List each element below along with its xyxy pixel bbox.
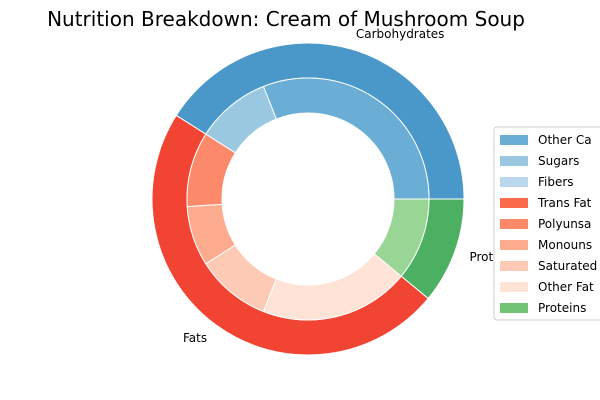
outer-label-carbohydrates: Carbohydrates (356, 27, 445, 41)
legend-label-monouns: Monouns (538, 238, 592, 252)
outer-label-fats: Fats (183, 331, 207, 345)
legend-label-other-ca: Other Ca (538, 133, 592, 147)
legend-swatch-other-ca (500, 135, 528, 145)
legend-label-other-fat: Other Fat (538, 280, 594, 294)
legend-label-polyunsa: Polyunsa (538, 217, 591, 231)
legend-swatch-sugars (500, 156, 528, 166)
inner-ring (186, 77, 430, 321)
inner-slice-proteins (373, 198, 430, 277)
legend-swatch-trans-fat (500, 198, 528, 208)
legend-label-saturated: Saturated (538, 259, 597, 273)
legend-swatch-polyunsa (500, 219, 528, 229)
outer-ring (151, 42, 465, 356)
chart-title: Nutrition Breakdown: Cream of Mushroom S… (47, 7, 525, 31)
legend-label-fibers: Fibers (538, 175, 574, 189)
legend-label-proteins: Proteins (538, 301, 586, 315)
legend: Other Ca Sugars Fibers Trans Fat Polyunsa Mon… (493, 126, 600, 321)
legend-label-trans-fat: Trans Fat (537, 196, 592, 210)
legend-swatch-other-fat (500, 282, 528, 292)
legend-swatch-monouns (500, 240, 528, 250)
legend-swatch-saturated (500, 261, 528, 271)
legend-swatch-proteins (500, 303, 528, 313)
legend-label-sugars: Sugars (538, 154, 579, 168)
legend-frame (493, 126, 600, 321)
legend-swatch-fibers (500, 177, 528, 187)
